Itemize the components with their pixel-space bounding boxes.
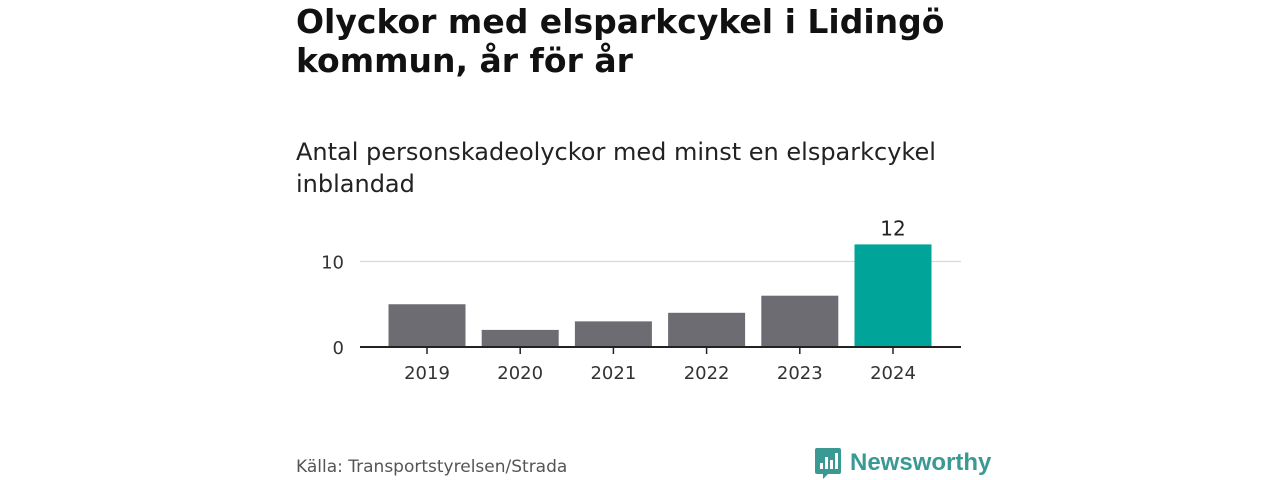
data-label: 12 [880,216,905,240]
y-tick-labels: 0 10 [321,253,344,360]
y-tick-label: 0 [333,338,344,359]
x-tick-label: 2021 [590,363,636,384]
bar-2023 [761,295,839,347]
source-note: Källa: Transportstyrelsen/Strada [296,457,568,477]
bar-chart-logo-icon [815,448,841,479]
x-tick-labels: 2019 2020 2021 2022 2023 2024 [404,347,916,384]
brand-name: Newsworthy [850,449,992,476]
newsworthy-logo: Newsworthy [814,446,991,480]
bar-2022 [668,312,746,347]
x-tick-label: 2022 [684,363,730,384]
x-tick-label: 2024 [870,363,916,384]
chart-title: Olyckor med elsparkcykel i Lidingö kommu… [296,2,945,80]
x-tick-label: 2023 [777,363,823,384]
bar-2021 [574,321,652,347]
bar-2024 [854,244,932,347]
bars [388,244,932,347]
bar-2019 [388,304,466,347]
data-labels: 12 [880,216,905,240]
x-tick-label: 2020 [497,363,543,384]
y-tick-label: 10 [321,253,344,274]
x-tick-label: 2019 [404,363,450,384]
bar-2020 [481,329,559,347]
chart-subtitle: Antal personskadeolyckor med minst en el… [296,138,936,198]
